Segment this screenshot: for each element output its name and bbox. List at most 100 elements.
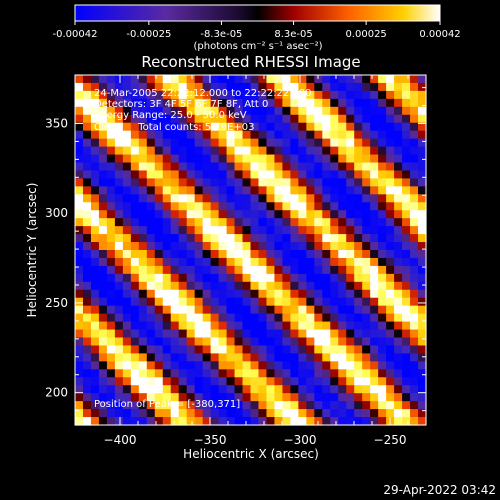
heatmap-cell (98, 265, 108, 275)
heatmap-cell (210, 98, 220, 108)
heatmap-cell (346, 289, 355, 299)
heatmap-cell (402, 401, 411, 410)
heatmap-cell (314, 178, 323, 187)
heatmap-cell (98, 377, 108, 386)
heatmap-cell (274, 353, 284, 362)
heatmap-cell (210, 393, 220, 402)
heatmap-cell (186, 106, 196, 116)
heatmap-cell (338, 75, 347, 84)
heatmap-cell (410, 409, 419, 418)
heatmap-cell (98, 345, 108, 355)
heatmap-cell (298, 146, 307, 156)
heatmap-cell (290, 369, 299, 378)
heatmap-cell (274, 313, 284, 323)
heatmap-cell (354, 114, 363, 124)
heatmap-cell (306, 257, 315, 267)
heatmap-cell (306, 234, 315, 243)
heatmap-cell (322, 146, 331, 156)
heatmap-cell (194, 385, 204, 394)
heatmap-cell (146, 186, 156, 195)
heatmap-cell (210, 178, 220, 187)
heatmap-cell (178, 337, 188, 347)
heatmap-cell (402, 234, 411, 243)
heatmap-cell (274, 234, 284, 243)
heatmap-cell (266, 281, 276, 291)
heatmap-cell (194, 130, 204, 140)
heatmap-cell (194, 409, 204, 418)
heatmap-cell (330, 75, 339, 84)
heatmap-cell (298, 417, 307, 426)
heatmap-cell (330, 178, 339, 187)
heatmap-cell (122, 377, 132, 386)
heatmap-cell (122, 265, 132, 275)
heatmap-cell (362, 297, 371, 307)
heatmap-cell (202, 154, 212, 164)
heatmap-cell (266, 210, 276, 219)
heatmap-cell (378, 186, 387, 195)
heatmap-cell (402, 226, 411, 235)
heatmap-cell (226, 194, 236, 203)
heatmap-cell (106, 202, 116, 211)
heatmap-cell (138, 369, 148, 378)
heatmap-cell (178, 210, 188, 219)
heatmap-cell (218, 75, 228, 84)
heatmap-cell (218, 170, 228, 180)
heatmap-cell (146, 257, 156, 267)
heatmap-cell (98, 146, 108, 156)
heatmap-cell (98, 385, 108, 394)
heatmap-cell (162, 146, 172, 156)
heatmap-cell (146, 242, 156, 251)
heatmap-cell (234, 162, 244, 172)
heatmap-cell (242, 178, 252, 187)
heatmap-cell (370, 401, 379, 410)
heatmap-cell (122, 162, 132, 172)
heatmap-cell (210, 417, 220, 426)
heatmap-cell (226, 257, 236, 267)
heatmap-cell (362, 162, 371, 172)
heatmap-cell (98, 250, 108, 259)
heatmap-cell (386, 202, 395, 211)
heatmap-cell (75, 321, 84, 331)
heatmap-cell (210, 194, 220, 203)
heatmap-cell (346, 106, 355, 116)
heatmap-cell (370, 353, 379, 362)
heatmap-cell (75, 162, 84, 172)
heatmap-cell (218, 417, 228, 426)
heatmap-cell (402, 369, 411, 378)
heatmap-cell (250, 138, 260, 148)
heatmap-cell (298, 289, 307, 299)
heatmap-cell (258, 257, 268, 267)
heatmap-cell (162, 361, 172, 370)
heatmap-cell (298, 353, 307, 362)
heatmap-cell (322, 329, 331, 339)
heatmap-cell (98, 138, 108, 148)
heatmap-cell (410, 250, 419, 259)
heatmap-cell (346, 75, 355, 84)
heatmap-cell (298, 194, 307, 203)
heatmap-cell (362, 170, 371, 180)
heatmap-cell (194, 154, 204, 164)
heatmap-cell (122, 90, 132, 100)
heatmap-cell (282, 265, 291, 275)
heatmap-cell (154, 75, 164, 84)
heatmap-cell (306, 417, 315, 426)
heatmap-cell (242, 281, 252, 291)
heatmap-cell (202, 178, 212, 187)
heatmap-cell (194, 273, 204, 283)
heatmap-cell (178, 186, 188, 195)
heatmap-cell (122, 297, 132, 307)
heatmap-cell (138, 313, 148, 323)
heatmap-cell (186, 234, 196, 243)
heatmap-cell (370, 210, 379, 219)
heatmap-cell (314, 226, 323, 235)
heatmap-cell (218, 138, 228, 148)
heatmap-cell (98, 106, 108, 116)
heatmap-cell (410, 218, 419, 227)
heatmap-cell (178, 409, 188, 418)
heatmap-cell (138, 289, 148, 299)
heatmap-cell (218, 265, 228, 275)
heatmap-cell (202, 146, 212, 156)
heatmap-cell (226, 313, 236, 323)
heatmap-cell (106, 273, 116, 283)
heatmap-cell (75, 385, 84, 394)
